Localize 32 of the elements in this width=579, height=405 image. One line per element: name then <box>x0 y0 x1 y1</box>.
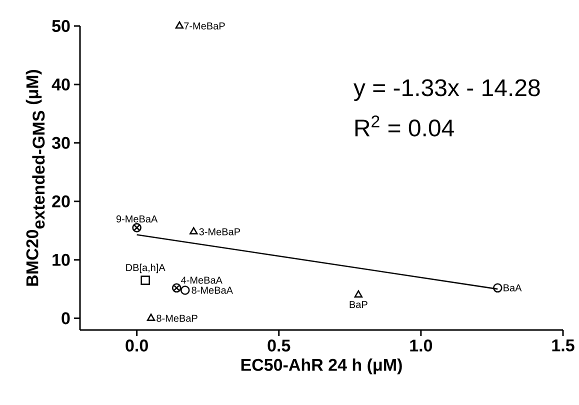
y-tick-label: 40 <box>52 78 70 90</box>
series-label: BaA <box>504 284 522 292</box>
series-label: 8-MeBaA <box>192 286 233 294</box>
point <box>190 227 198 234</box>
x-tick-label: 0.5 <box>268 340 290 352</box>
y-tick-label: 50 <box>52 20 70 32</box>
point <box>132 223 142 232</box>
series-label: DB[a,h]A <box>126 264 166 274</box>
series-label: BaP <box>350 301 368 308</box>
y-tick-label: 20 <box>52 195 70 208</box>
series-label: 8-MeBaP <box>156 314 198 322</box>
y-axis-title: $\textbf{BMC20}_{\textbf{extended-GMS}}\ \textbf{(μM)}$ <box>26 70 45 286</box>
point <box>180 286 190 295</box>
point <box>146 314 156 321</box>
x-axis-title: EC50-AhR 24 h (μM) <box>241 358 402 374</box>
y-tick-label: 0 <box>62 312 70 324</box>
point <box>175 21 184 29</box>
point <box>172 283 182 293</box>
annotation: R$^{2}$ = 0.04 <box>355 115 454 136</box>
x-tick-label: 1.5 <box>552 340 574 352</box>
annotation: y = -1.33x - 14.28 <box>354 79 540 101</box>
x-tick-label: 1.0 <box>410 340 432 352</box>
y-tick-label: 30 <box>52 136 70 149</box>
series-label: 4-MeBaA <box>181 276 222 284</box>
point <box>140 276 150 285</box>
point <box>354 290 363 298</box>
series-label: 9-MeBaA <box>116 215 158 222</box>
y-tick-label: 10 <box>52 254 70 266</box>
series-label: 3-MeBaP <box>199 228 240 236</box>
point <box>493 283 502 293</box>
series-label: 7-MeBaP <box>184 22 225 30</box>
x-tick-label: 0.0 <box>126 340 148 352</box>
